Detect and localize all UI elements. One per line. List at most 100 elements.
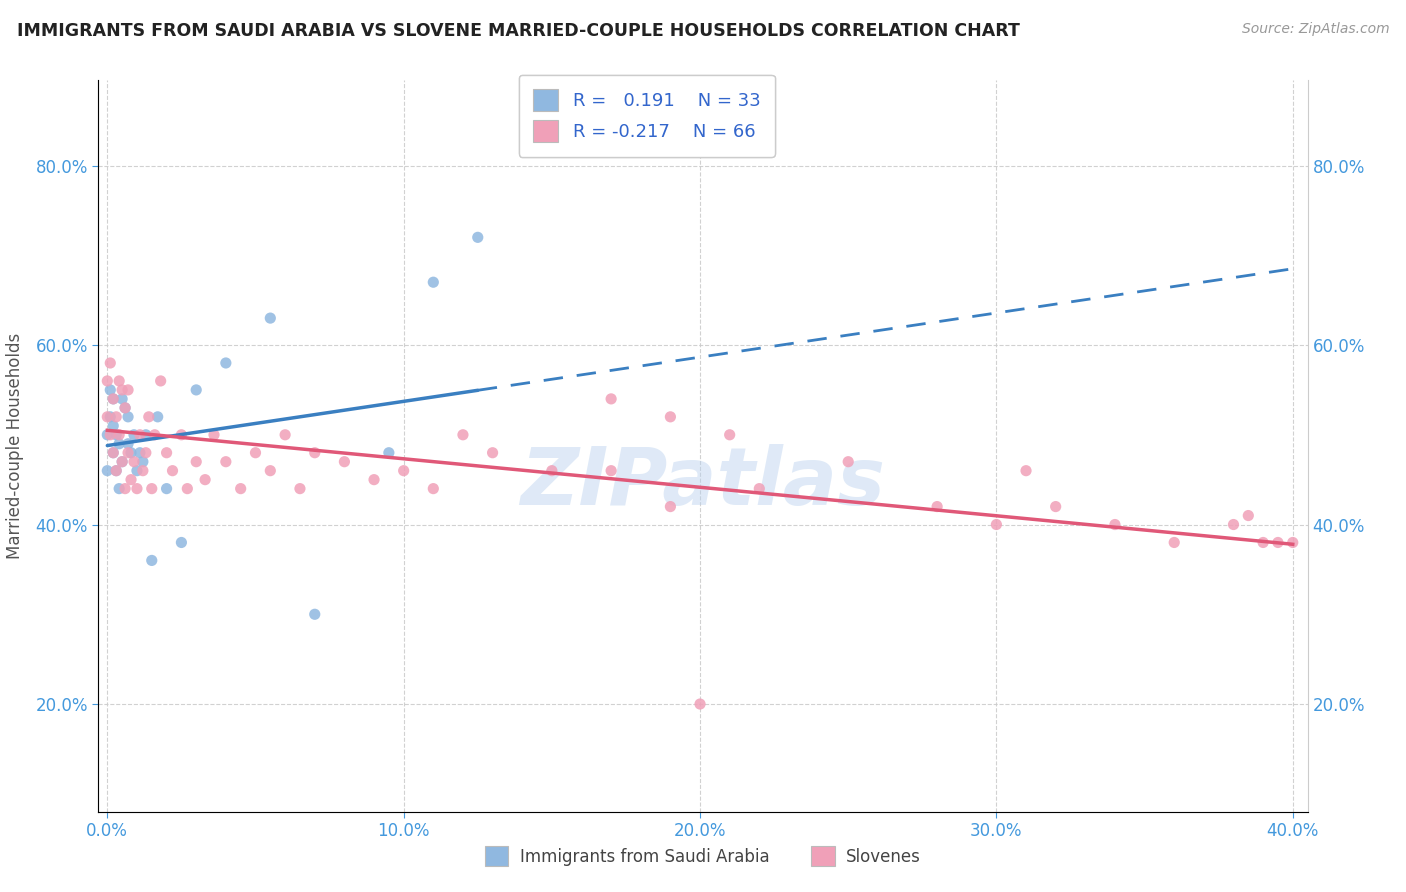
Point [186, 383, 208, 397]
Point [98, 409, 121, 424]
Point [927, 500, 949, 514]
Point [1163, 535, 1185, 549]
Point [143, 427, 166, 442]
Point [114, 401, 136, 415]
Point [105, 427, 128, 442]
Point [117, 446, 139, 460]
Point [114, 401, 136, 415]
Point [155, 482, 177, 496]
Point [659, 500, 682, 514]
Point [98, 356, 121, 370]
Point [103, 392, 125, 406]
Point [274, 427, 297, 442]
Point [659, 409, 682, 424]
Text: Source: ZipAtlas.com: Source: ZipAtlas.com [1241, 22, 1389, 37]
Point [96, 374, 118, 388]
Point [129, 446, 152, 460]
Point [105, 464, 128, 478]
Point [1251, 535, 1274, 549]
Point [333, 455, 356, 469]
Point [98, 427, 121, 442]
Point [96, 409, 118, 424]
Point [96, 427, 118, 442]
Point [170, 427, 193, 442]
Point [689, 697, 711, 711]
Point [108, 482, 131, 496]
Point [837, 455, 859, 469]
Point [111, 455, 134, 469]
Point [363, 473, 385, 487]
Point [135, 446, 157, 460]
Point [215, 455, 238, 469]
Point [1222, 517, 1244, 532]
Point [259, 464, 281, 478]
Point [170, 535, 193, 549]
Point [155, 446, 177, 460]
Point [481, 446, 503, 460]
Point [986, 517, 1008, 532]
Point [259, 311, 281, 326]
Point [111, 392, 134, 406]
Point [229, 482, 252, 496]
Legend: Immigrants from Saudi Arabia, Slovenes: Immigrants from Saudi Arabia, Slovenes [477, 838, 929, 875]
Point [120, 446, 142, 460]
Point [1281, 535, 1303, 549]
Point [103, 446, 125, 460]
Point [194, 473, 217, 487]
Point [467, 230, 489, 244]
Point [146, 409, 169, 424]
Point [117, 383, 139, 397]
Point [540, 464, 562, 478]
Point [149, 374, 172, 388]
Point [132, 455, 155, 469]
Text: ZIPatlas: ZIPatlas [520, 443, 886, 522]
Point [135, 427, 157, 442]
Point [392, 464, 415, 478]
Point [114, 482, 136, 496]
Point [748, 482, 770, 496]
Point [304, 446, 326, 460]
Point [105, 464, 128, 478]
Point [120, 473, 142, 487]
Point [600, 392, 623, 406]
Point [141, 482, 163, 496]
Point [96, 464, 118, 478]
Point [1045, 500, 1067, 514]
Point [129, 427, 152, 442]
Point [422, 275, 444, 289]
Text: IMMIGRANTS FROM SAUDI ARABIA VS SLOVENE MARRIED-COUPLE HOUSEHOLDS CORRELATION CH: IMMIGRANTS FROM SAUDI ARABIA VS SLOVENE … [17, 22, 1019, 40]
Point [186, 455, 208, 469]
Point [162, 464, 184, 478]
Legend: R =   0.191    N = 33, R = -0.217    N = 66: R = 0.191 N = 33, R = -0.217 N = 66 [519, 75, 775, 157]
Point [1267, 535, 1289, 549]
Point [122, 427, 145, 442]
Point [103, 418, 125, 433]
Point [108, 427, 131, 442]
Point [378, 446, 401, 460]
Point [108, 436, 131, 450]
Point [103, 392, 125, 406]
Point [105, 409, 128, 424]
Point [108, 374, 131, 388]
Point [122, 455, 145, 469]
Point [1237, 508, 1260, 523]
Point [202, 427, 225, 442]
Point [288, 482, 311, 496]
Point [125, 464, 148, 478]
Point [132, 464, 155, 478]
Point [1015, 464, 1038, 478]
Point [718, 427, 741, 442]
Point [138, 409, 160, 424]
Point [245, 446, 267, 460]
Point [117, 409, 139, 424]
Point [125, 482, 148, 496]
Point [111, 383, 134, 397]
Point [98, 383, 121, 397]
Point [215, 356, 238, 370]
Point [304, 607, 326, 622]
Point [451, 427, 474, 442]
Point [600, 464, 623, 478]
Point [141, 553, 163, 567]
Y-axis label: Married-couple Households: Married-couple Households [7, 333, 24, 559]
Point [117, 436, 139, 450]
